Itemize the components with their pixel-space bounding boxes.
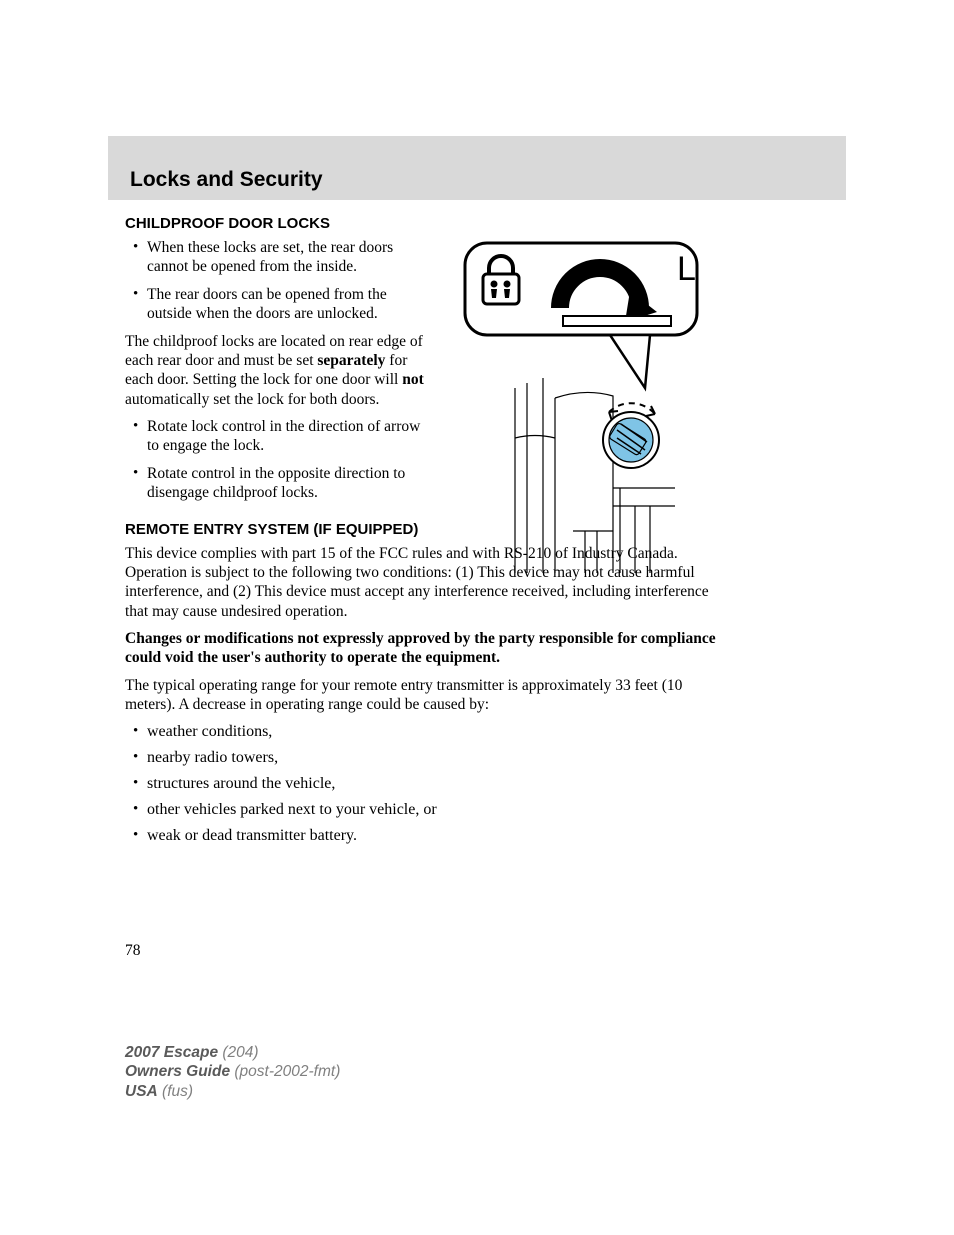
page: Locks and Security CHILDPROOF DOOR LOCKS… — [0, 0, 954, 1235]
para-bold: separately — [317, 352, 385, 369]
footer-italic: (post-2002-fmt) — [230, 1063, 340, 1080]
childproof-bullets-bottom: Rotate lock control in the direction of … — [125, 417, 435, 503]
childproof-text-col: When these locks are set, the rear doors… — [125, 238, 435, 503]
childproof-para: The childproof locks are located on rear… — [125, 332, 435, 410]
para-text: automatically set the lock for both door… — [125, 391, 379, 408]
section-title: Locks and Security — [130, 168, 323, 192]
list-item: Rotate lock control in the direction of … — [125, 417, 435, 456]
footer-bold: USA — [125, 1083, 158, 1100]
remote-block: This device complies with part 15 of the… — [125, 544, 727, 845]
list-item: weather conditions, — [125, 723, 727, 741]
footer-italic: (204) — [218, 1044, 259, 1061]
childproof-heading: CHILDPROOF DOOR LOCKS — [125, 215, 834, 232]
childproof-bullets-top: When these locks are set, the rear doors… — [125, 238, 435, 324]
list-item: Rotate control in the opposite direction… — [125, 464, 435, 503]
childproof-illustration: L — [455, 238, 705, 578]
list-item: The rear doors can be opened from the ou… — [125, 285, 435, 324]
remote-para3: The typical operating range for your rem… — [125, 676, 727, 715]
illustration-label-l: L — [677, 250, 696, 288]
page-number: 78 — [125, 942, 141, 960]
list-item: other vehicles parked next to your vehic… — [125, 801, 727, 819]
list-item: weak or dead transmitter battery. — [125, 827, 727, 845]
header-bar: Locks and Security — [108, 136, 846, 200]
footer-italic: (fus) — [158, 1083, 193, 1100]
para-bold: not — [402, 371, 424, 388]
slot-bar — [563, 316, 671, 326]
callout-leader — [610, 335, 650, 388]
footer-line3: USA (fus) — [125, 1082, 340, 1101]
footer-line1: 2007 Escape (204) — [125, 1043, 340, 1062]
list-item: When these locks are set, the rear doors… — [125, 238, 435, 277]
remote-bullets: weather conditions, nearby radio towers,… — [125, 723, 727, 845]
lock-knob — [603, 403, 659, 468]
list-item: structures around the vehicle, — [125, 775, 727, 793]
remote-para2-bold: Changes or modifications not expressly a… — [125, 629, 727, 668]
footer-bold: 2007 Escape — [125, 1044, 218, 1061]
childproof-two-col: When these locks are set, the rear doors… — [125, 238, 834, 503]
footer: 2007 Escape (204) Owners Guide (post-200… — [125, 1043, 340, 1101]
footer-line2: Owners Guide (post-2002-fmt) — [125, 1062, 340, 1081]
list-item: nearby radio towers, — [125, 749, 727, 767]
content-area: CHILDPROOF DOOR LOCKS When these locks a… — [125, 215, 834, 853]
footer-bold: Owners Guide — [125, 1063, 230, 1080]
